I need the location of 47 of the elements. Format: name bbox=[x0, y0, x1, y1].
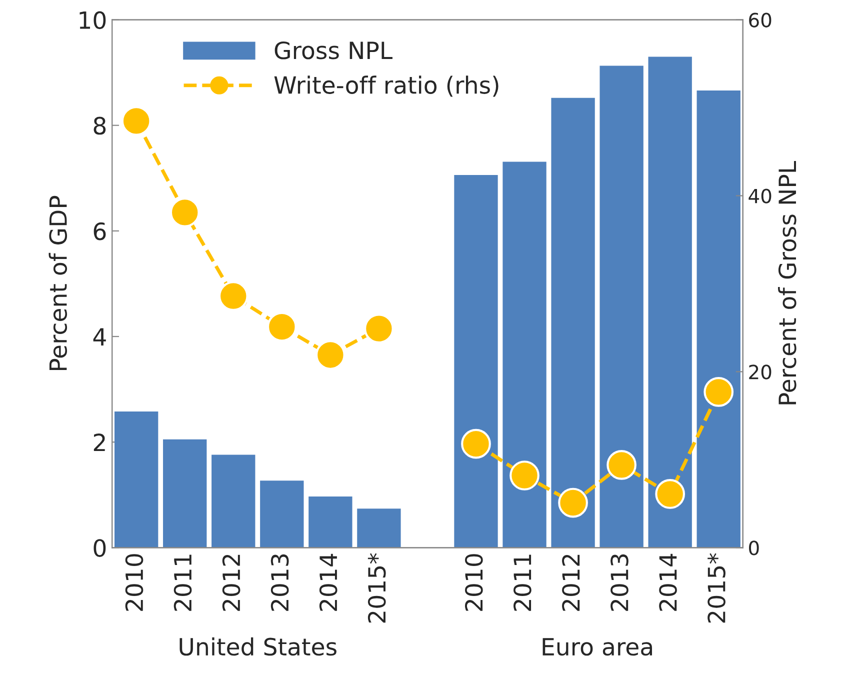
text: Euro area bbox=[542, 638, 652, 656]
y-tick-label: 4 bbox=[93, 328, 106, 346]
x-tick-label: 2015* bbox=[368, 553, 386, 623]
y-tick-label: 8 bbox=[94, 116, 106, 135]
text: United States bbox=[180, 637, 336, 656]
x-tick-label: 2015* bbox=[708, 553, 726, 623]
x-tick-label: 2010 bbox=[125, 554, 144, 611]
legend-label: Gross NPL bbox=[274, 41, 392, 60]
x-tick-label: 2013 bbox=[270, 554, 289, 611]
point bbox=[655, 479, 686, 509]
bar bbox=[502, 162, 546, 548]
bar bbox=[648, 56, 692, 548]
point bbox=[510, 460, 540, 490]
y-tick-label: 2 bbox=[94, 434, 105, 452]
bar bbox=[308, 496, 352, 548]
point bbox=[558, 488, 588, 518]
bar bbox=[163, 439, 207, 548]
point bbox=[461, 428, 491, 459]
y2-tick-label: 20 bbox=[749, 364, 772, 380]
bar bbox=[357, 508, 401, 548]
y2-tick-label: 0 bbox=[749, 540, 759, 556]
y-axis-title: Percent of GDP bbox=[48, 196, 68, 370]
bar bbox=[212, 454, 256, 548]
x-tick-label: 2011 bbox=[174, 554, 192, 611]
y2-tick-label: 60 bbox=[749, 12, 772, 28]
point bbox=[704, 376, 734, 407]
bar bbox=[114, 411, 158, 548]
y2-axis-title: Percent of Gross NPL bbox=[778, 161, 796, 404]
y-tick-label: 10 bbox=[80, 11, 106, 30]
x-tick-label: 2013 bbox=[610, 554, 628, 611]
point bbox=[315, 340, 346, 370]
x-tick-label: 2011 bbox=[514, 554, 532, 611]
bar bbox=[454, 174, 498, 548]
bar bbox=[260, 480, 304, 548]
y2-tick-label: 40 bbox=[748, 188, 772, 204]
bar bbox=[551, 98, 595, 548]
bar bbox=[600, 66, 644, 548]
y-tick-label: 6 bbox=[94, 222, 106, 240]
x-tick-label: 2012 bbox=[222, 554, 240, 611]
bar bbox=[696, 90, 740, 548]
point bbox=[606, 450, 636, 480]
legend-label: Write-off ratio (rhs) bbox=[274, 76, 498, 97]
x-tick-label: 2014 bbox=[659, 554, 677, 611]
x-tick-label: 2014 bbox=[319, 554, 338, 611]
x-tick-label: 2010 bbox=[464, 554, 483, 611]
x-tick-label: 2012 bbox=[562, 554, 580, 611]
y-tick-label: 0 bbox=[94, 539, 106, 557]
